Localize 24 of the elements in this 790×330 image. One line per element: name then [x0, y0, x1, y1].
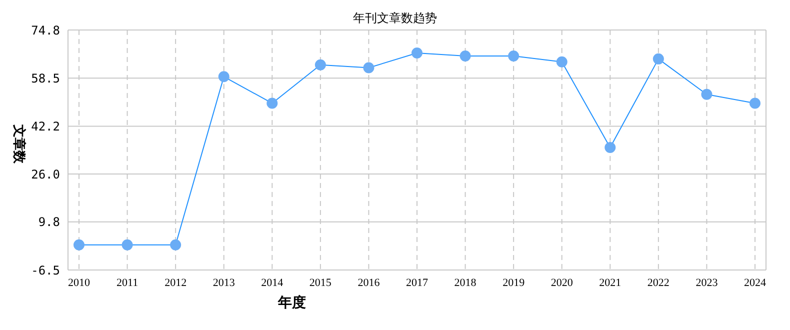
x-tick-label: 2012 — [164, 276, 187, 289]
x-tick-label: 2011 — [116, 276, 138, 289]
x-tick-label: 2023 — [696, 276, 718, 289]
x-tick-label: 2014 — [261, 276, 284, 289]
x-tick-label: 2016 — [358, 276, 380, 289]
x-tick-label: 2024 — [744, 276, 766, 289]
x-tick-label: 2010 — [68, 276, 90, 289]
y-tick-label: 9.8 — [38, 215, 60, 230]
x-tick-label: 2019 — [502, 276, 526, 289]
y-axis-title: 文章数 — [10, 124, 28, 166]
y-tick-label: 74.8 — [31, 23, 60, 38]
x-tick-label: 2017 — [406, 276, 428, 289]
y-tick-label: 42.2 — [31, 119, 60, 134]
x-tick-label: 2015 — [309, 276, 332, 289]
x-tick-label: 2018 — [454, 276, 477, 289]
x-axis-title: 年度 — [278, 294, 306, 312]
x-tick-label: 2022 — [647, 276, 670, 289]
x-tick-label: 2013 — [212, 276, 236, 289]
y-tick-label: -6.5 — [31, 263, 60, 278]
chart-title: 年刊文章数趋势 — [353, 11, 437, 25]
y-tick-label: 26.0 — [31, 167, 60, 182]
x-tick-label: 2021 — [599, 276, 622, 289]
x-tick-label: 2020 — [550, 276, 574, 289]
y-tick-label: 58.5 — [31, 71, 60, 86]
